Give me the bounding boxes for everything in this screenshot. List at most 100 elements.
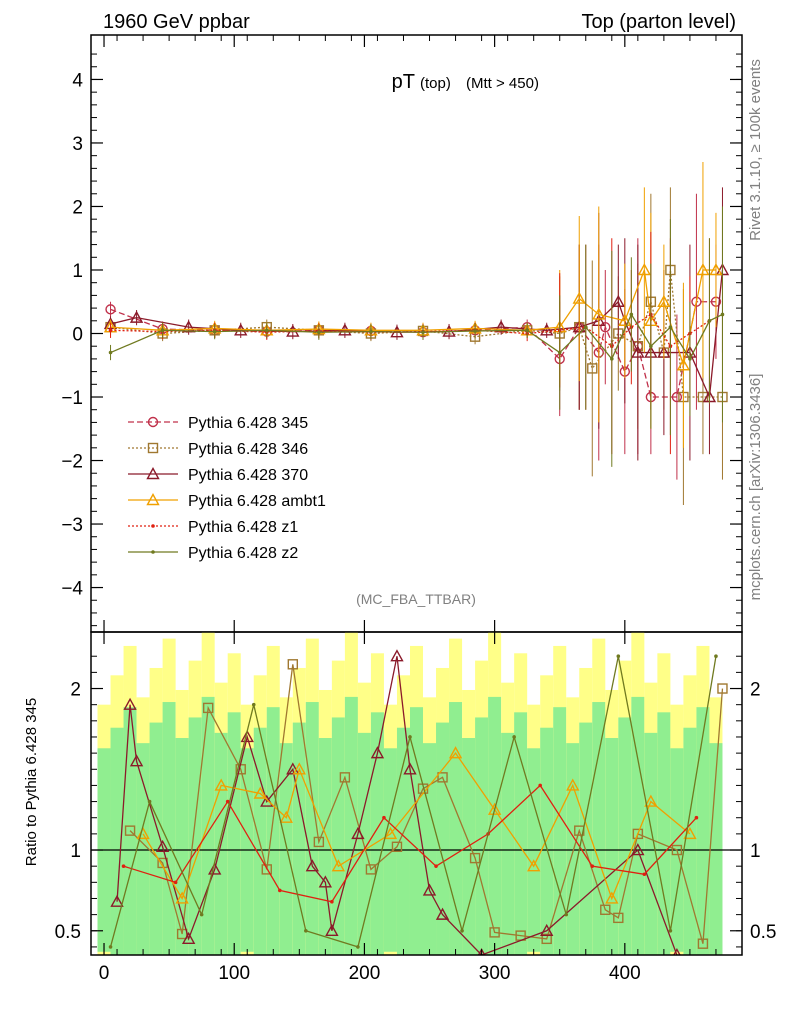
main-data-point (108, 350, 113, 355)
ratio-data-point (155, 839, 170, 852)
main-data-point (572, 291, 586, 304)
main-y-tick-label: −4 (61, 579, 83, 600)
main-data-point (264, 328, 269, 333)
main-data-point (108, 328, 113, 333)
ratio-band-inner (683, 727, 697, 955)
ratio-data-point (460, 928, 464, 933)
ratio-band-inner (305, 702, 319, 955)
ratio-series-1 (110, 649, 681, 955)
ratio-y-tick-label: 0.5 (55, 922, 81, 943)
main-data-point (629, 312, 634, 317)
legend-label: Pythia 6.428 370 (188, 467, 308, 484)
main-data-point (671, 391, 683, 403)
main-data-point (587, 363, 598, 374)
ratio-data-point (175, 891, 189, 904)
main-y-tick-label: −2 (61, 452, 83, 473)
ratio-band-inner (501, 732, 515, 955)
ratio-data-point (697, 938, 709, 949)
ratio-data-point (408, 735, 412, 739)
ratio-data-point (694, 815, 699, 820)
main-data-point (649, 344, 653, 349)
main-axis-ticks: 4 3 2 1 0 −1 −2 −3 −4 (61, 35, 742, 632)
ratio-data-point (261, 864, 272, 875)
ratio-data-point (538, 783, 542, 788)
main-data-point (540, 323, 554, 336)
x-tick-label: 0 (99, 963, 110, 984)
ratio-data-point (434, 864, 438, 868)
ratio-series-line (142, 752, 691, 901)
ratio-band-inner (344, 696, 358, 955)
main-y-tick-label: −3 (61, 515, 83, 536)
ratio-band-inner (357, 732, 371, 955)
ratio-data-point (566, 778, 580, 791)
ratio-data-point (422, 883, 437, 896)
ratio-data-point (540, 923, 554, 936)
mcplots-label: mcplots.cern.ch [arXiv:1306.3436] (747, 374, 764, 601)
ratio-data-point (668, 928, 673, 933)
ratio-data-point (147, 799, 152, 804)
legend-entry: Pythia 6.428 345 (128, 415, 308, 432)
main-series-line (110, 269, 723, 398)
legend-marker (151, 524, 155, 528)
main-data-point (668, 325, 673, 329)
ratio-series-layer (108, 649, 728, 955)
legend: Pythia 6.428 345 Pythia 6.428 346 Pythia 6… (128, 415, 326, 562)
ratio-data-point (489, 927, 500, 938)
ratio-data-point (331, 859, 346, 872)
ratio-data-point (173, 880, 178, 885)
ratio-data-point (339, 772, 351, 783)
ratio-data-point (253, 786, 267, 799)
ratio-data-point (325, 923, 339, 936)
ratio-data-point (448, 746, 463, 759)
ratio-band-inner (540, 727, 554, 955)
ratio-frame (90, 631, 743, 956)
ratio-band-inner (696, 707, 710, 955)
ratio-data-point (613, 912, 624, 924)
ratio-series-3 (121, 783, 699, 904)
ratio-data-point (512, 735, 516, 739)
plot-title-sub1: (top) (420, 75, 451, 92)
ratio-band-inner (605, 738, 619, 955)
ratio-data-point (605, 891, 619, 904)
rivet-label: Rivet 3.1.10, ≥ 100k events (747, 59, 764, 241)
main-data-point (631, 345, 645, 358)
ratio-data-point (616, 654, 621, 659)
x-tick-label: 300 (479, 963, 511, 984)
main-y-tick-label: 3 (72, 134, 83, 155)
x-tick-label: 400 (609, 963, 641, 984)
ratio-y-tick-label-right: 1 (750, 841, 761, 862)
legend-entry: Pythia 6.428 z2 (128, 545, 298, 562)
legend-marker (146, 467, 160, 480)
x-tick-label: 100 (218, 963, 250, 984)
ratio-y-tick-label: 1 (70, 841, 81, 862)
main-data-point (697, 391, 709, 403)
main-y-tick-label: 0 (72, 325, 83, 346)
ratio-band-inner (201, 696, 215, 955)
header-right: Top (parton level) (581, 11, 736, 33)
ratio-band-inner (709, 743, 723, 955)
ratio-series-clip (108, 649, 728, 955)
ratio-data-point (313, 836, 325, 848)
ratio-series-line (116, 656, 678, 955)
ratio-data-point (671, 844, 683, 856)
ratio-data-point (526, 859, 541, 872)
ratio-data-point (600, 904, 611, 915)
ratio-data-point (287, 659, 299, 670)
ratio-series-2 (136, 746, 697, 904)
ratio-band-inner (370, 712, 384, 955)
main-data-point (105, 304, 116, 315)
ratio-band-inner (475, 717, 489, 955)
ratio-data-point (202, 702, 214, 714)
ratio-series-0 (124, 659, 728, 949)
ratio-data-point (129, 754, 144, 767)
analysis-label: (MC_FBA_TTBAR) (356, 591, 476, 607)
main-data-point (707, 318, 712, 323)
ratio-data-point (330, 899, 334, 904)
ratio-band-inner (253, 727, 267, 955)
legend-marker (147, 416, 159, 428)
legend-entry: Pythia 6.428 z1 (128, 519, 298, 536)
ratio-data-point (279, 810, 293, 823)
ratio-data-point (391, 841, 403, 852)
